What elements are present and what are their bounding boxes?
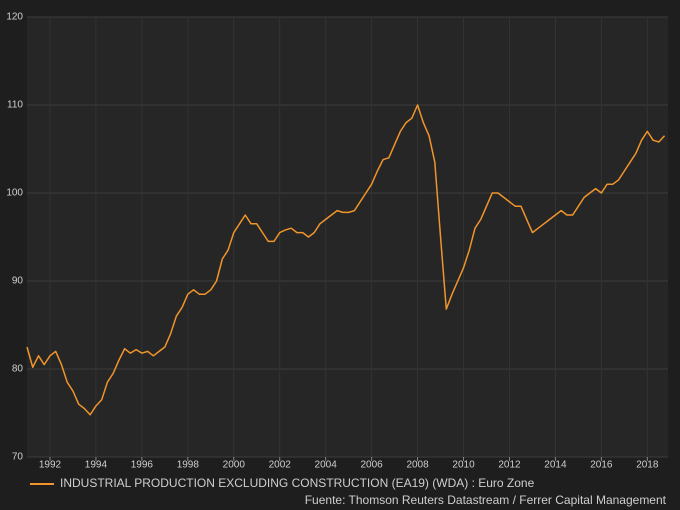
x-tick-label: 2012 <box>498 460 521 471</box>
x-tick-label: 1996 <box>131 460 154 471</box>
source: Fuente: Thomson Reuters Datastream / Fer… <box>305 493 667 507</box>
x-tick-label: 2006 <box>360 460 383 471</box>
y-tick-label: 90 <box>12 276 24 287</box>
y-tick-label: 120 <box>6 12 23 23</box>
x-tick-label: 2014 <box>544 460 567 471</box>
y-tick-label: 80 <box>12 364 24 375</box>
x-tick-label: 1994 <box>85 460 108 471</box>
y-tick-label: 110 <box>7 100 23 111</box>
series-line <box>26 104 666 416</box>
x-tick-label: 2016 <box>590 460 613 471</box>
x-tick-label: 2008 <box>406 460 429 471</box>
y-tick-label: 70 <box>12 452 24 463</box>
legend-label: INDUSTRIAL PRODUCTION EXCLUDING CONSTRUC… <box>60 476 535 490</box>
x-tick-label: 2000 <box>223 460 246 471</box>
x-tick-label: 1992 <box>39 460 62 471</box>
x-tick-label: 2002 <box>269 460 292 471</box>
x-tick-label: 2018 <box>636 460 659 471</box>
x-tick-label: 2010 <box>452 460 475 471</box>
x-tick-label: 2004 <box>315 460 338 471</box>
plot-area <box>27 17 668 457</box>
y-tick-label: 100 <box>6 188 23 199</box>
x-tick-label: 1998 <box>177 460 200 471</box>
